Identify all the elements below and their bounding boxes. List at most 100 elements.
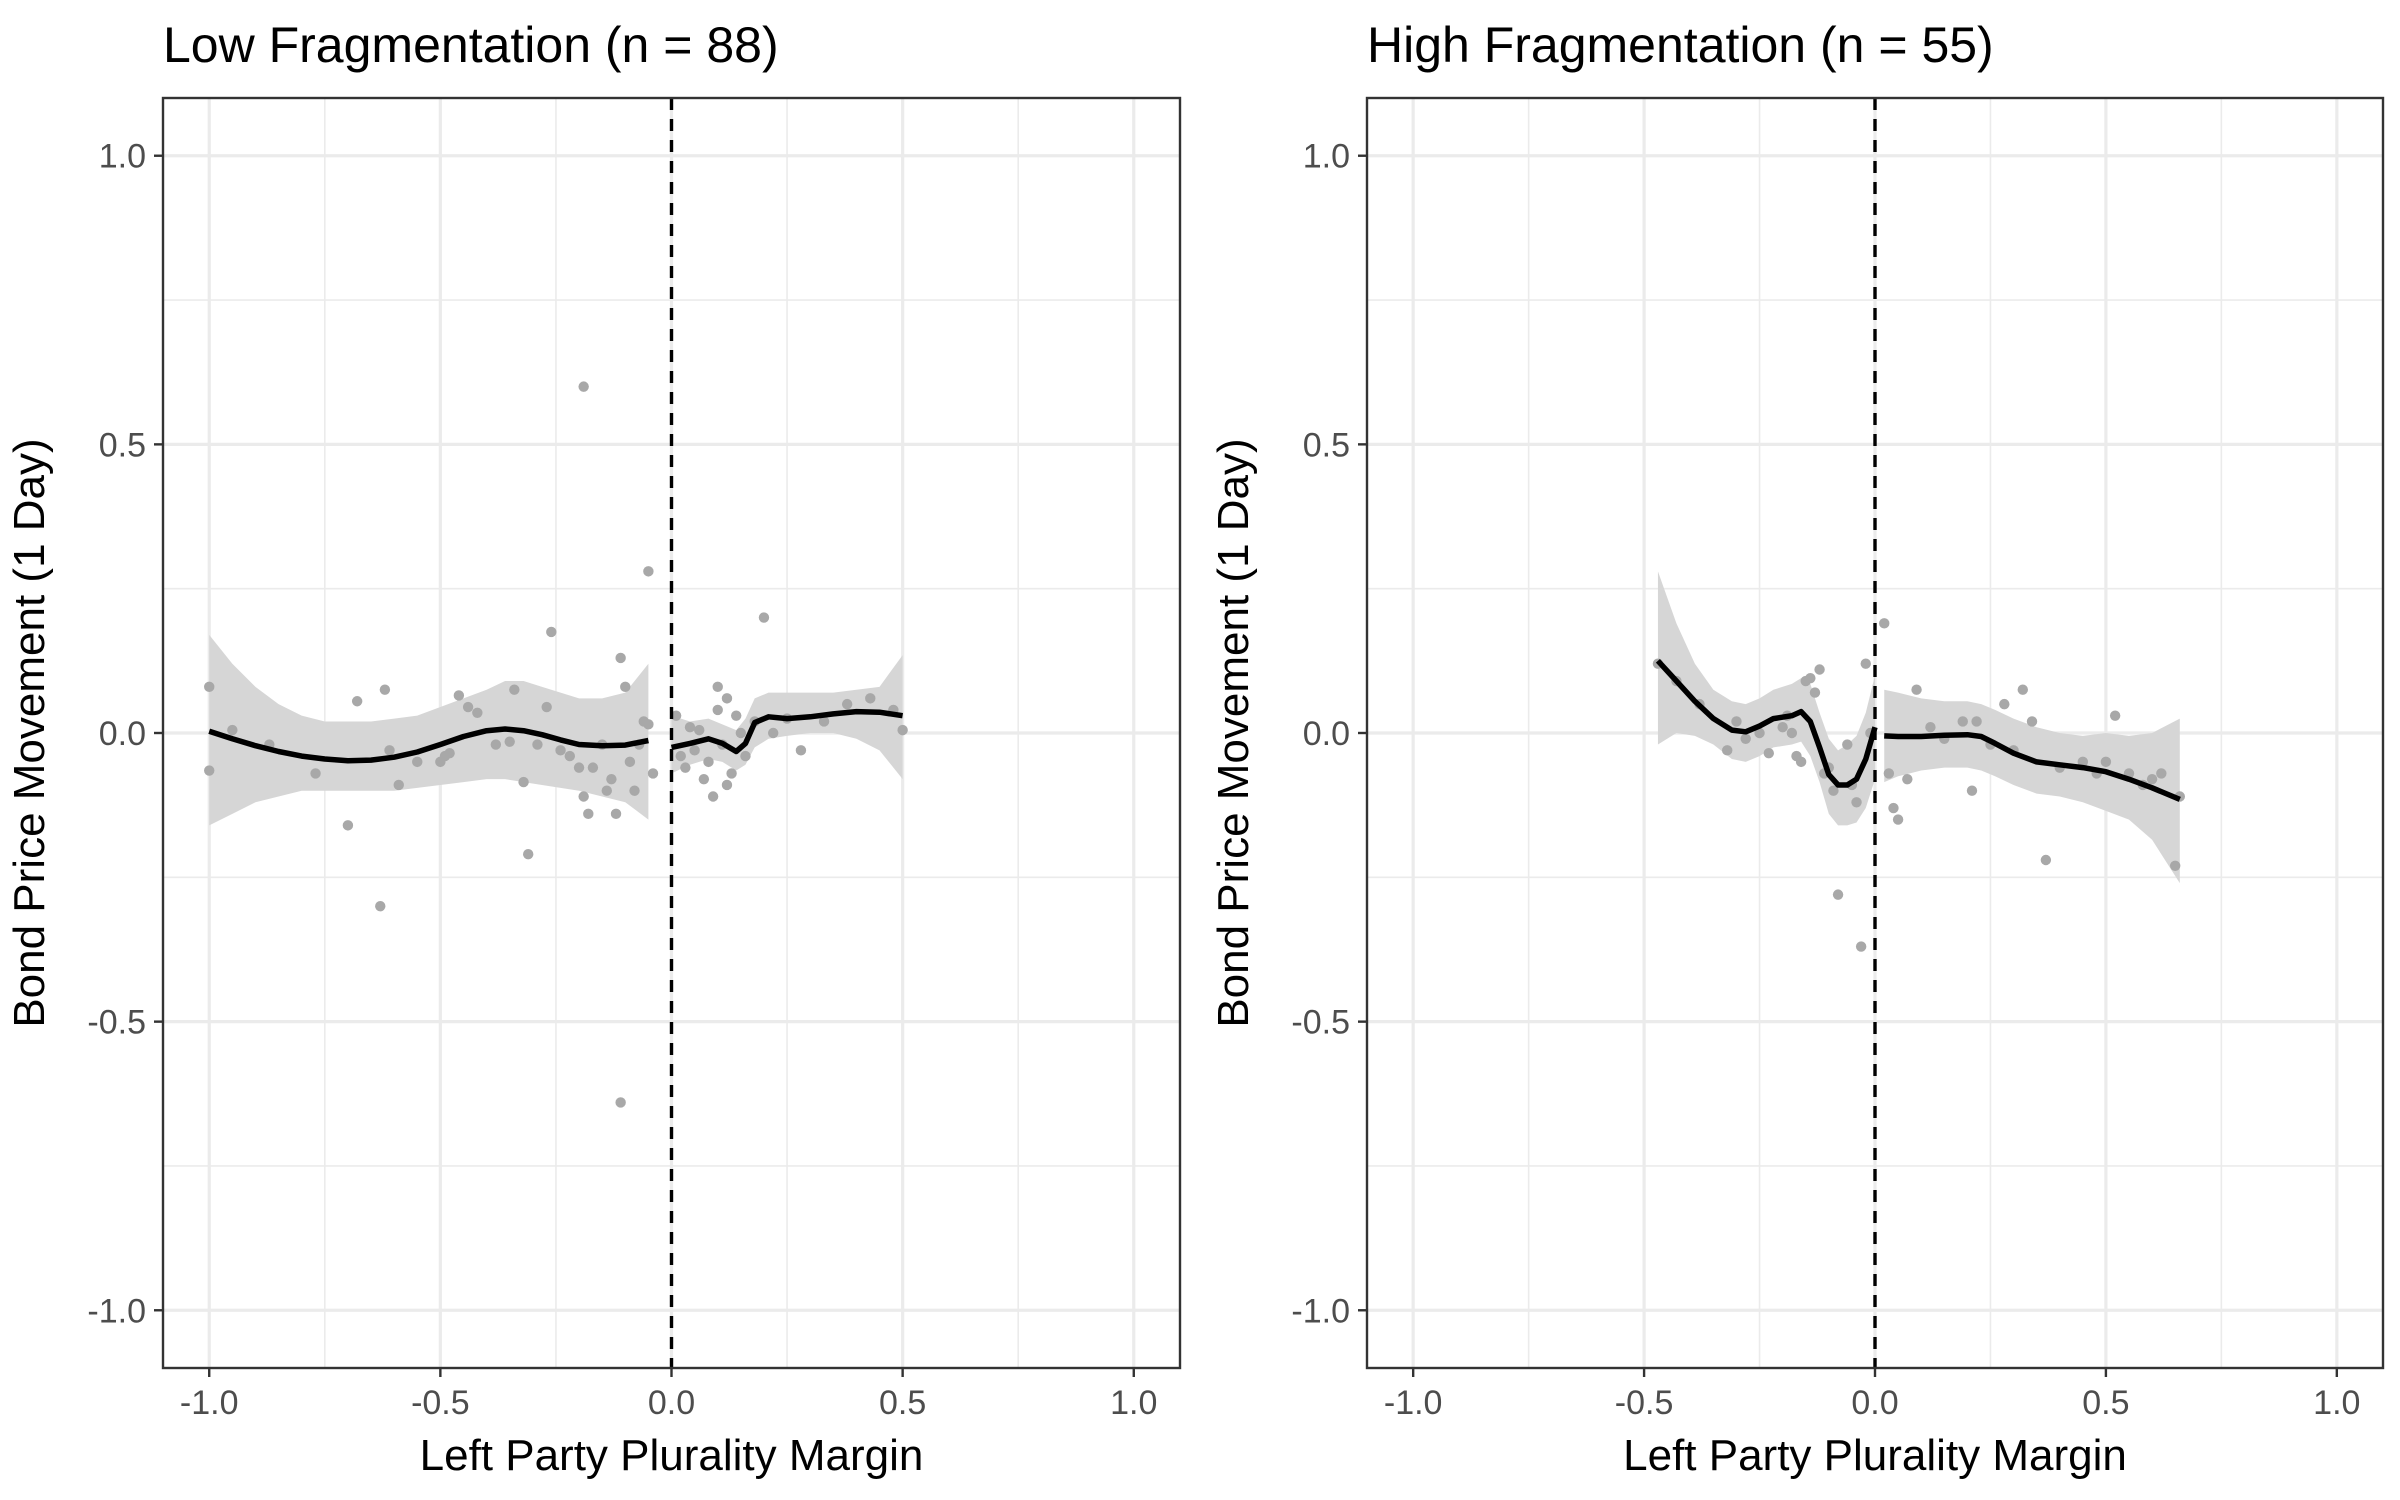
data-point [1786, 727, 1798, 739]
data-point [712, 704, 723, 716]
data-point [573, 762, 585, 773]
x-tick-label: 0.5 [2082, 1384, 2129, 1422]
data-point [1888, 802, 1899, 814]
data-point [758, 612, 770, 623]
y-tick-label: -0.5 [1291, 1004, 1350, 1042]
data-point [1828, 785, 1839, 796]
data-point [541, 701, 552, 713]
confidence-band-left [1657, 571, 1875, 826]
data-point [2109, 710, 2121, 721]
data-point [412, 756, 423, 768]
y-tick-label: 0.5 [1303, 426, 1350, 464]
data-point [1809, 687, 1821, 698]
data-point [1925, 722, 1936, 733]
data-point [2146, 773, 2158, 785]
x-tick-label: 0.0 [648, 1384, 695, 1422]
data-point [583, 808, 594, 820]
data-point [721, 693, 733, 704]
y-tick-label: 1.0 [99, 138, 146, 176]
data-point [601, 785, 612, 796]
data-point [712, 681, 723, 693]
chart-title: High Fragmentation (n = 55) [1367, 17, 1994, 73]
data-point [1763, 748, 1774, 759]
y-axis-title: Bond Price Movement (1 Day) [1209, 438, 1258, 1027]
x-tick-label: 0.5 [879, 1384, 926, 1422]
panel-low-fragmentation: -1.0 -0.5 0.0 0.5 1.0 1.0 0.5 0.0 -0.5 -1.0 Low Fr… [5, 17, 1182, 1480]
data-point [1966, 785, 1978, 796]
y-axis-title: Bond Price Movement (1 Day) [5, 438, 54, 1027]
data-point [703, 756, 714, 768]
data-point [1731, 716, 1742, 727]
data-point [1855, 941, 1867, 952]
data-point [1754, 727, 1765, 739]
data-point [841, 698, 853, 710]
data-point [698, 773, 710, 785]
data-point [1722, 745, 1733, 756]
data-point [670, 710, 682, 721]
data-point [1860, 658, 1871, 669]
data-point [1957, 716, 1968, 727]
fit-line-right [670, 708, 904, 755]
data-point [393, 779, 404, 791]
data-point [462, 701, 474, 713]
data-point [731, 710, 742, 721]
data-point [1883, 768, 1895, 779]
data-point [865, 693, 876, 704]
data-point [707, 791, 719, 802]
data-point [587, 762, 599, 773]
data-point [643, 566, 654, 577]
data-point [578, 381, 589, 392]
data-point [675, 750, 686, 762]
data-point [555, 745, 566, 756]
confidence-band-right [1884, 689, 2180, 884]
data-point [490, 739, 502, 750]
data-point [310, 768, 321, 779]
data-point [818, 716, 830, 727]
data-point [1879, 618, 1890, 629]
data-point [564, 750, 575, 762]
data-point [2040, 854, 2052, 866]
x-axis-title: Left Party Plurality Margin [420, 1431, 924, 1480]
data-point [518, 776, 529, 788]
x-axis-title: Left Party Plurality Margin [1623, 1431, 2127, 1480]
data-point [546, 626, 557, 638]
data-point [1842, 739, 1853, 750]
data-point [204, 681, 215, 693]
data-point [768, 727, 779, 739]
data-point [1832, 889, 1844, 900]
data-point [726, 768, 737, 779]
data-point [375, 900, 386, 912]
data-point [689, 745, 700, 756]
data-point [629, 785, 640, 796]
data-point [647, 768, 659, 779]
data-point [2100, 756, 2112, 768]
data-point [2026, 716, 2038, 727]
data-point [620, 681, 631, 693]
data-point [1795, 756, 1807, 768]
y-tick-label: 0.0 [99, 715, 146, 753]
data-point [615, 652, 626, 664]
data-point [578, 791, 589, 802]
data-point [1911, 684, 1922, 695]
x-tick-label: 0.0 [1851, 1384, 1898, 1422]
data-point [1902, 773, 1913, 785]
data-point [624, 756, 636, 768]
data-point [615, 1097, 626, 1108]
data-point [342, 820, 354, 831]
data-point [606, 773, 617, 785]
data-point [472, 707, 483, 718]
data-point [897, 724, 908, 736]
x-tick-label: -0.5 [411, 1384, 470, 1422]
y-tick-label: -1.0 [87, 1292, 146, 1330]
data-point [204, 765, 215, 776]
y-tick-label: 0.5 [99, 426, 146, 464]
y-tick-label: -1.0 [1291, 1292, 1350, 1330]
fit-line-right [1884, 731, 2181, 802]
panel-high-fragmentation: -1.0 -0.5 0.0 0.5 1.0 1.0 0.5 0.0 -0.5 -1.0 High F… [1209, 17, 2385, 1480]
data-point [2169, 860, 2181, 871]
data-point [2017, 684, 2028, 695]
x-tick-label: -1.0 [1384, 1384, 1443, 1422]
data-point [1851, 797, 1862, 808]
data-point [1892, 814, 1904, 825]
data-point [795, 745, 807, 756]
